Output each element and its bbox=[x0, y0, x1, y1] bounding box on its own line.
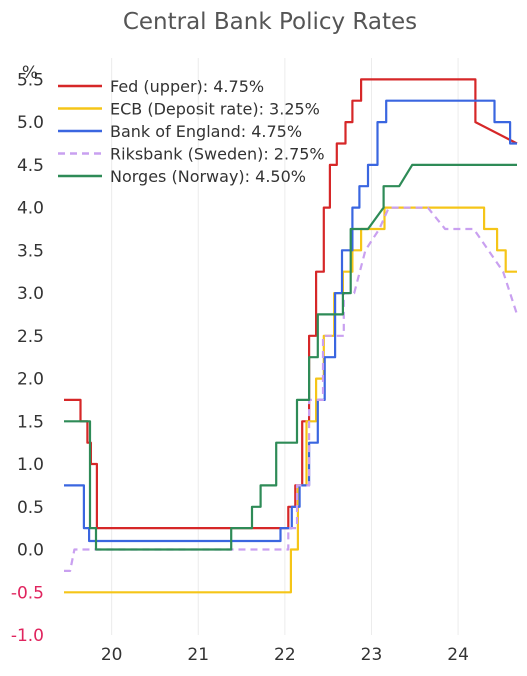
y-axis-ticks: 5.5 5.0 4.5 4.0 3.5 3.0 2.5 2.0 1.5 1.0 0.5 0.0 -0.5… bbox=[11, 70, 44, 646]
series-line-4 bbox=[64, 163, 517, 551]
legend-label: Bank of England: 4.75% bbox=[110, 122, 302, 141]
y-tick-label: -0.5 bbox=[11, 583, 44, 603]
y-tick-label: 3.5 bbox=[17, 241, 44, 261]
y-tick-label: 1.5 bbox=[17, 412, 44, 432]
series-lines bbox=[64, 78, 519, 594]
series-line-3 bbox=[64, 206, 519, 573]
y-tick-label: 1.0 bbox=[17, 455, 44, 475]
y-tick-label: -1.0 bbox=[11, 626, 44, 646]
series-line-2 bbox=[64, 99, 517, 543]
y-tick-label: 5.0 bbox=[17, 113, 44, 133]
x-tick-label: 20 bbox=[101, 645, 123, 665]
series-line-0 bbox=[64, 78, 518, 530]
x-tick-label: 22 bbox=[274, 645, 296, 665]
legend: Fed (upper): 4.75% ECB (Deposit rate): 3.… bbox=[58, 77, 325, 186]
legend-label: Fed (upper): 4.75% bbox=[110, 77, 264, 96]
y-tick-label: 4.0 bbox=[17, 199, 44, 219]
y-tick-label: 0.0 bbox=[17, 541, 44, 561]
x-axis-ticks: 20 21 22 23 24 bbox=[101, 645, 469, 665]
x-tick-label: 23 bbox=[361, 645, 383, 665]
series-line-1 bbox=[64, 206, 517, 594]
grid-lines bbox=[111, 58, 459, 635]
legend-label: ECB (Deposit rate): 3.25% bbox=[110, 100, 320, 119]
y-tick-label: 2.5 bbox=[17, 327, 44, 347]
x-tick-label: 21 bbox=[187, 645, 209, 665]
legend-label: Riksbank (Sweden): 2.75% bbox=[110, 145, 325, 164]
y-tick-label: 4.5 bbox=[17, 156, 44, 176]
y-tick-label: 3.0 bbox=[17, 284, 44, 304]
y-tick-label: 0.5 bbox=[17, 498, 44, 518]
y-tick-label: 5.5 bbox=[17, 70, 44, 90]
legend-label: Norges (Norway): 4.50% bbox=[110, 167, 306, 186]
x-tick-label: 24 bbox=[447, 645, 469, 665]
y-tick-label: 2.0 bbox=[17, 370, 44, 390]
y-axis-unit-label: % bbox=[22, 63, 38, 83]
chart-title: Central Bank Policy Rates bbox=[123, 9, 417, 35]
